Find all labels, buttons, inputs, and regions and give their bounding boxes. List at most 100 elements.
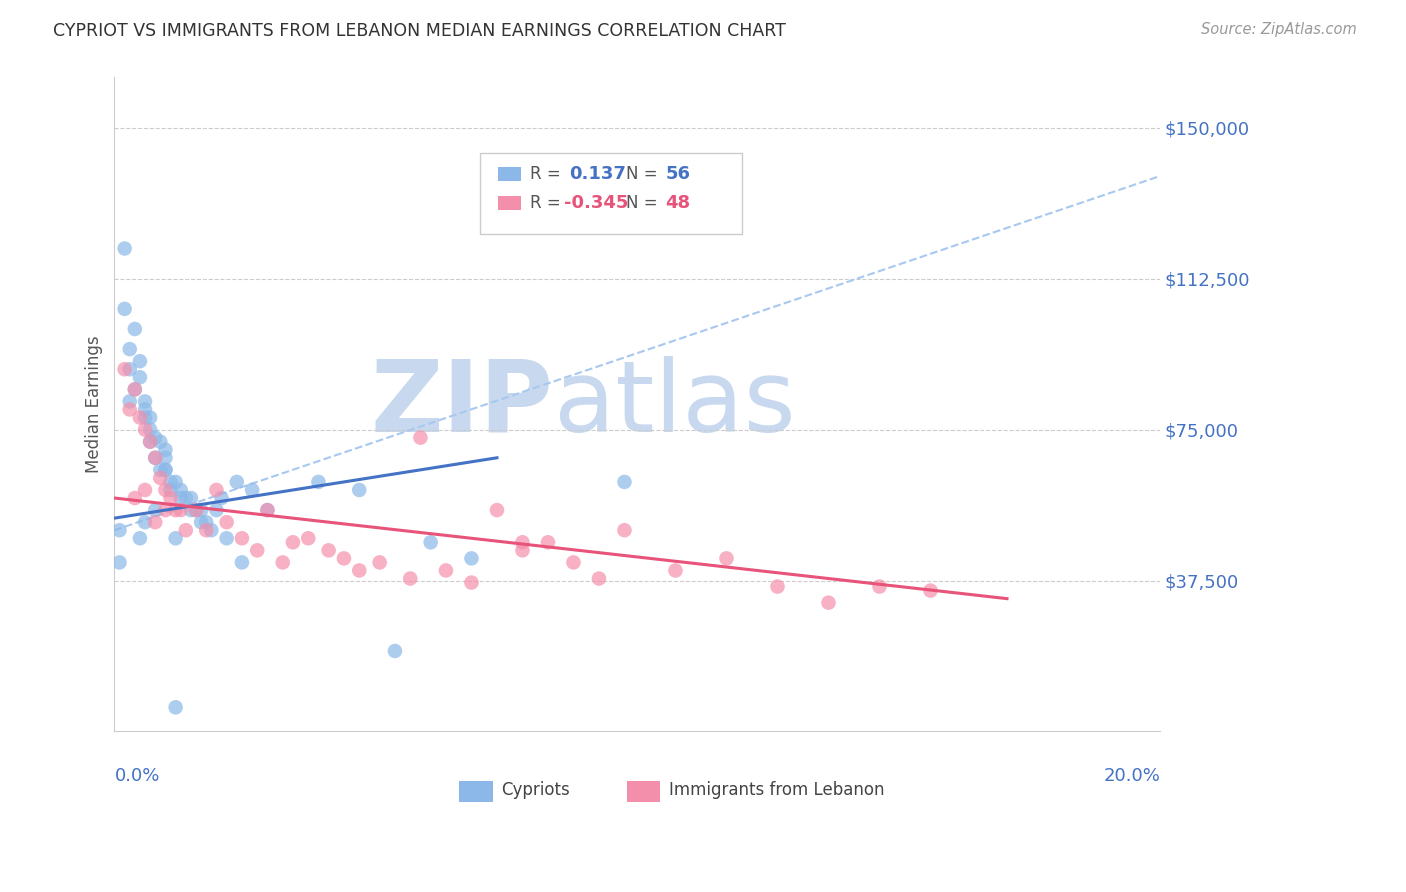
Point bbox=[124, 382, 146, 396]
Point bbox=[460, 575, 482, 590]
Point bbox=[716, 551, 738, 566]
Point bbox=[159, 491, 181, 505]
Point bbox=[165, 531, 187, 545]
Point bbox=[129, 354, 152, 368]
Point bbox=[149, 434, 172, 449]
Point bbox=[512, 543, 534, 558]
Point bbox=[215, 531, 238, 545]
Text: Source: ZipAtlas.com: Source: ZipAtlas.com bbox=[1201, 22, 1357, 37]
Point bbox=[920, 583, 942, 598]
Text: CYPRIOT VS IMMIGRANTS FROM LEBANON MEDIAN EARNINGS CORRELATION CHART: CYPRIOT VS IMMIGRANTS FROM LEBANON MEDIA… bbox=[53, 22, 786, 40]
Text: atlas: atlas bbox=[554, 356, 796, 453]
Point bbox=[613, 523, 636, 537]
Point bbox=[159, 475, 181, 489]
Point bbox=[195, 515, 218, 529]
Text: Cypriots: Cypriots bbox=[502, 781, 569, 799]
Point bbox=[134, 423, 156, 437]
Point bbox=[170, 503, 193, 517]
Point bbox=[134, 410, 156, 425]
Point bbox=[307, 475, 329, 489]
Point bbox=[124, 382, 146, 396]
Point bbox=[180, 491, 202, 505]
Point bbox=[155, 442, 177, 457]
Point bbox=[205, 503, 228, 517]
Point bbox=[114, 362, 136, 376]
Text: 56: 56 bbox=[665, 165, 690, 183]
Point bbox=[399, 572, 422, 586]
Point bbox=[817, 596, 839, 610]
Point bbox=[108, 556, 131, 570]
Point bbox=[869, 580, 891, 594]
Point bbox=[114, 301, 136, 316]
Point bbox=[143, 450, 166, 465]
Point bbox=[174, 523, 197, 537]
Point bbox=[190, 515, 212, 529]
Point bbox=[419, 535, 441, 549]
Point bbox=[460, 551, 482, 566]
Point bbox=[246, 543, 269, 558]
Point bbox=[170, 483, 193, 497]
Point bbox=[537, 535, 560, 549]
Point bbox=[297, 531, 319, 545]
Point bbox=[225, 475, 247, 489]
Text: 48: 48 bbox=[665, 194, 690, 212]
Text: N =: N = bbox=[626, 194, 662, 212]
Point bbox=[368, 556, 391, 570]
Point bbox=[155, 463, 177, 477]
Text: N =: N = bbox=[626, 165, 662, 183]
FancyBboxPatch shape bbox=[498, 167, 522, 181]
Point bbox=[190, 503, 212, 517]
Point bbox=[139, 434, 162, 449]
Point bbox=[155, 450, 177, 465]
FancyBboxPatch shape bbox=[460, 781, 494, 802]
Text: Immigrants from Lebanon: Immigrants from Lebanon bbox=[669, 781, 884, 799]
Y-axis label: Median Earnings: Median Earnings bbox=[86, 335, 103, 474]
Point bbox=[384, 644, 406, 658]
Point bbox=[165, 475, 187, 489]
Point bbox=[200, 523, 222, 537]
Point bbox=[155, 503, 177, 517]
Point bbox=[124, 322, 146, 336]
Point bbox=[149, 463, 172, 477]
Point bbox=[143, 503, 166, 517]
Point bbox=[155, 483, 177, 497]
Text: R =: R = bbox=[530, 194, 565, 212]
Point bbox=[139, 434, 162, 449]
Text: R =: R = bbox=[530, 165, 565, 183]
Point bbox=[180, 503, 202, 517]
Point bbox=[664, 564, 686, 578]
Point bbox=[215, 515, 238, 529]
FancyBboxPatch shape bbox=[498, 196, 522, 211]
Point bbox=[349, 564, 371, 578]
Point bbox=[766, 580, 789, 594]
Point bbox=[211, 491, 233, 505]
Point bbox=[118, 362, 141, 376]
Point bbox=[512, 535, 534, 549]
FancyBboxPatch shape bbox=[481, 153, 742, 235]
Point bbox=[149, 471, 172, 485]
Point bbox=[240, 483, 263, 497]
Point bbox=[231, 531, 253, 545]
Point bbox=[134, 515, 156, 529]
Point bbox=[184, 503, 207, 517]
Point bbox=[118, 394, 141, 409]
Point bbox=[281, 535, 304, 549]
Point bbox=[231, 556, 253, 570]
Point bbox=[143, 515, 166, 529]
Point bbox=[139, 410, 162, 425]
Point bbox=[333, 551, 356, 566]
Point bbox=[562, 556, 585, 570]
Point bbox=[124, 491, 146, 505]
Point bbox=[256, 503, 278, 517]
Text: -0.345: -0.345 bbox=[564, 194, 628, 212]
Point bbox=[349, 483, 371, 497]
Point bbox=[118, 402, 141, 417]
Point bbox=[108, 523, 131, 537]
Point bbox=[165, 503, 187, 517]
Point bbox=[170, 491, 193, 505]
Point bbox=[159, 483, 181, 497]
Point bbox=[318, 543, 340, 558]
Point bbox=[134, 483, 156, 497]
Text: 20.0%: 20.0% bbox=[1104, 767, 1160, 786]
Point bbox=[256, 503, 278, 517]
